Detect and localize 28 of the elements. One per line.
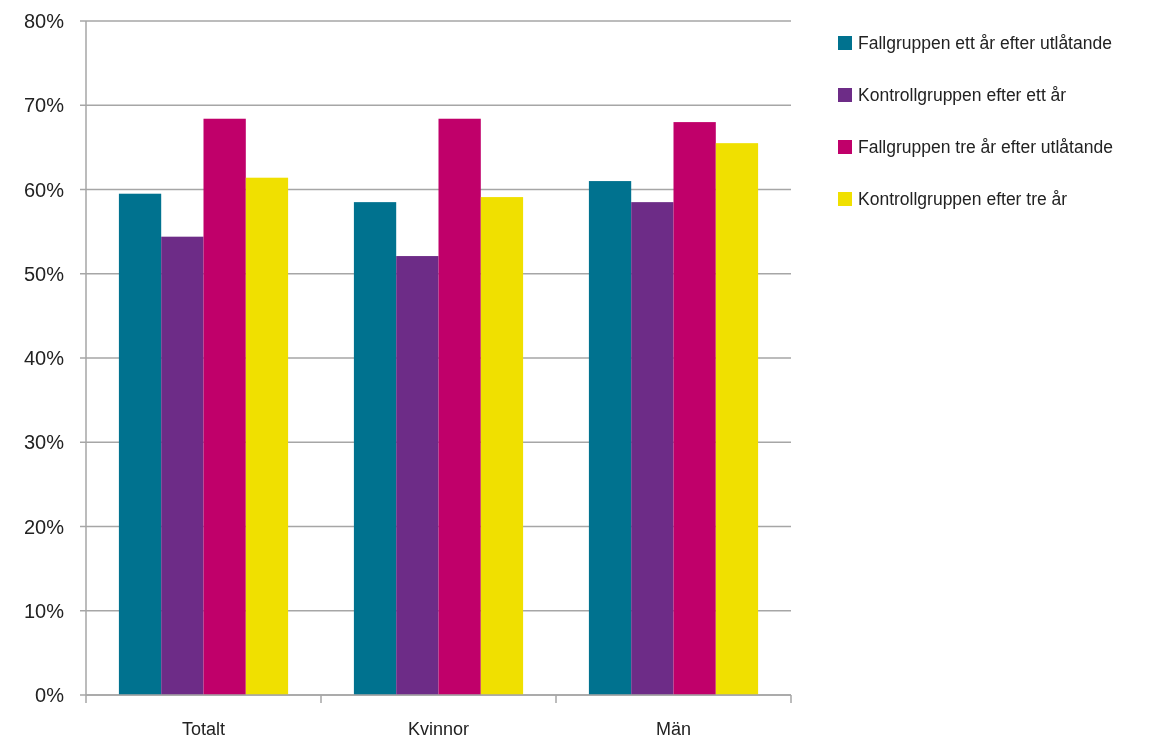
y-tick-label: 80% bbox=[23, 10, 65, 32]
bar bbox=[438, 118, 481, 695]
legend-label: Fallgruppen ett år efter utlåtande bbox=[858, 33, 1112, 54]
y-tick-label: 40% bbox=[23, 347, 65, 369]
y-tick-label: 20% bbox=[23, 515, 65, 538]
y-tick-label: 60% bbox=[23, 178, 65, 201]
x-tick-label: Totalt bbox=[181, 719, 226, 739]
bar bbox=[715, 143, 759, 695]
y-tick-label: 0% bbox=[35, 684, 65, 706]
bar bbox=[203, 118, 246, 695]
bar bbox=[673, 122, 716, 695]
bar bbox=[588, 181, 632, 695]
legend-label: Kontrollgruppen efter tre år bbox=[858, 189, 1068, 210]
bar bbox=[631, 202, 674, 695]
bar bbox=[480, 197, 524, 695]
bar bbox=[161, 236, 204, 695]
bar bbox=[353, 202, 397, 695]
x-tick-label: Kvinnor bbox=[407, 719, 470, 739]
y-tick-label: 30% bbox=[23, 431, 65, 454]
legend-label: Fallgruppen tre år efter utlåtande bbox=[858, 137, 1113, 158]
bar bbox=[118, 193, 162, 695]
bar bbox=[396, 256, 439, 695]
y-tick-label: 50% bbox=[23, 262, 65, 285]
bar bbox=[245, 177, 289, 695]
y-tick-label: 10% bbox=[23, 599, 65, 622]
x-tick-label: Män bbox=[655, 719, 692, 739]
legend-label: Kontrollgruppen efter ett år bbox=[858, 85, 1067, 106]
y-tick-label: 70% bbox=[23, 94, 65, 117]
